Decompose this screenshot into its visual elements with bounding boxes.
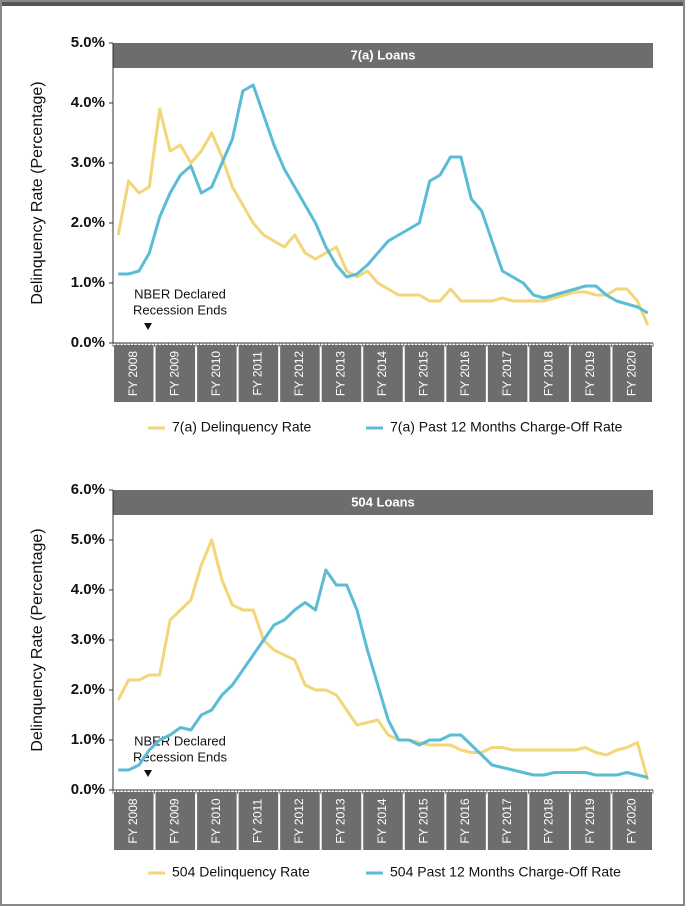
y-tick-label: 3.0% [71,154,105,171]
legend-label: 504 Delinquency Rate [172,864,310,880]
x-label-box [280,345,320,402]
x-label-box [446,792,486,850]
series-line [116,538,650,781]
annotation: Recession Ends [133,749,227,764]
x-label-box [363,792,403,850]
annotation-arrow [144,323,152,330]
x-label-box [114,792,154,850]
series-line [118,568,649,779]
y-tick-label: 4.0% [71,94,105,111]
x-label-box [155,792,196,850]
x-label-box [487,345,528,402]
x-tick-label: FY 2010 [209,351,223,396]
x-label-box [529,345,569,402]
x-tick-label: FY 2014 [375,351,389,396]
y-axis-label: Delinquency Rate (Percentage) [29,81,46,304]
y-tick-label: 1.0% [71,274,105,291]
legend-label: 504 Past 12 Months Charge-Off Rate [390,864,621,880]
x-tick-label: FY 2019 [583,798,597,843]
x-label-box [238,345,279,402]
y-tick-label: 4.0% [71,581,105,598]
y-tick-label: 3.0% [71,631,105,648]
x-tick-label: FY 2013 [334,798,348,843]
x-label-box [155,345,196,402]
x-label-box [404,792,445,850]
annotation-arrow [144,770,152,777]
x-tick-label: FY 2020 [624,351,638,396]
x-label-box [114,345,154,402]
x-tick-label: FY 2008 [126,798,140,843]
y-tick-label: 2.0% [71,681,105,698]
x-label-box [612,792,652,850]
x-tick-label: FY 2010 [209,798,223,843]
x-label-box [446,345,486,402]
x-tick-label: FY 2011 [251,799,265,844]
y-tick-label: 0.0% [71,334,105,351]
x-tick-label: FY 2013 [334,351,348,396]
series-line [116,107,650,326]
x-label-box [363,345,403,402]
y-axis-label: Delinquency Rate (Percentage) [29,528,46,751]
x-label-box [404,345,445,402]
chart-title: 504 Loans [351,494,415,509]
x-tick-label: FY 2015 [417,798,431,843]
x-tick-label: FY 2016 [458,351,472,396]
x-label-box [612,345,652,402]
x-tick-label: FY 2008 [126,351,140,396]
x-tick-label: FY 2015 [417,351,431,396]
x-label-box [321,792,362,850]
x-tick-label: FY 2018 [541,798,555,843]
annotation: NBER Declared [134,733,226,748]
x-tick-label: FY 2012 [292,351,306,396]
legend-label: 7(a) Past 12 Months Charge-Off Rate [390,419,623,435]
x-tick-label: FY 2017 [500,351,514,396]
annotation: Recession Ends [133,302,227,317]
x-label-box [238,792,279,850]
chart-title: 7(a) Loans [350,47,415,62]
x-tick-label: FY 2018 [541,351,555,396]
x-label-box [487,792,528,850]
y-tick-label: 0.0% [71,781,105,798]
y-tick-label: 6.0% [71,481,105,498]
series-line [118,83,649,315]
x-tick-label: FY 2017 [500,798,514,843]
legend-label: 7(a) Delinquency Rate [172,419,312,435]
x-label-box [280,792,320,850]
x-tick-label: FY 2016 [458,798,472,843]
x-tick-label: FY 2019 [583,351,597,396]
y-tick-label: 1.0% [71,731,105,748]
header-bar [113,490,653,515]
x-label-box [570,345,611,402]
x-label-box [570,792,611,850]
x-label-box [197,345,237,402]
top-bar [0,0,685,6]
x-label-box [197,792,237,850]
x-tick-label: FY 2009 [167,351,181,396]
x-tick-label: FY 2020 [624,798,638,843]
y-tick-label: 2.0% [71,214,105,231]
x-tick-label: FY 2012 [292,798,306,843]
y-tick-label: 5.0% [71,531,105,548]
x-tick-label: FY 2014 [375,798,389,843]
x-label-box [321,345,362,402]
y-tick-label: 5.0% [71,34,105,51]
header-bar [113,43,653,68]
annotation: NBER Declared [134,286,226,301]
x-tick-label: FY 2009 [167,798,181,843]
x-label-box [529,792,569,850]
x-tick-label: FY 2011 [251,351,265,396]
